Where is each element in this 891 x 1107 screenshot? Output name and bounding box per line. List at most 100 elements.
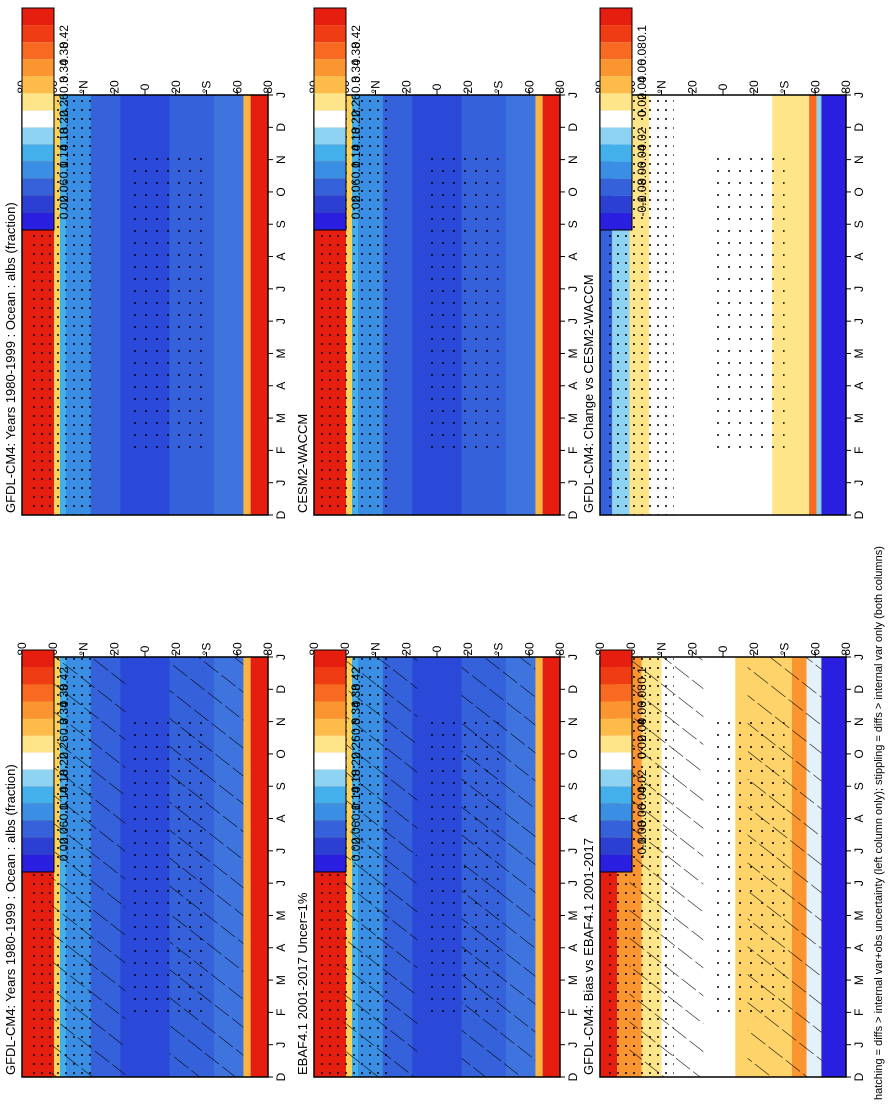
colorbar-tick-label: 0.06 [635, 59, 649, 83]
panels: 80 60 °N 20 0 20 °S 60 80DJFMAMJJASONDJGFDL-CM4:… [3, 7, 866, 1081]
month-tick-label: M [566, 910, 580, 920]
colorbar-tick-label: 0.1 [57, 161, 71, 178]
colorbar-swatch [600, 212, 632, 230]
month-tick-label: J [566, 848, 580, 854]
colorbar-swatch [600, 752, 632, 770]
panel-title: EBAF4.1 2001-2017 Uncer=1% [295, 892, 310, 1075]
lat-tick-label: °N [77, 80, 91, 93]
month-tick-label: D [566, 1072, 580, 1081]
colorbar-swatch [600, 735, 632, 753]
colorbar-swatch [314, 752, 346, 770]
lat-tick-label: 80 [553, 642, 567, 656]
month-tick-label: D [566, 510, 580, 519]
month-tick-label: M [274, 413, 288, 423]
colorbar-swatch [22, 110, 54, 128]
colorbar-swatch [314, 769, 346, 787]
colorbar-tick-label: 0.42 [57, 25, 71, 49]
colorbar-swatch [314, 110, 346, 128]
colorbar-tick-label: 0.3 [57, 718, 71, 735]
colorbar-tick-label: 0.1 [57, 803, 71, 820]
colorbar-tick-label: 0.38 [57, 42, 71, 66]
colorbar-tick-label: 0.06 [57, 820, 71, 844]
month-tick-label: J [852, 1042, 866, 1048]
lat-tick-label: 60 [522, 80, 536, 94]
colorbar-frame [313, 649, 347, 873]
panel-title: GFDL-CM4: Bias vs EBAF4.1 2001-2017 [581, 838, 596, 1075]
colorbar-swatch [600, 178, 632, 196]
colorbar-swatch [314, 718, 346, 736]
colorbar-swatch [600, 144, 632, 162]
month-tick-label: D [852, 1072, 866, 1081]
colorbar-swatch [314, 59, 346, 77]
colorbar-frame [599, 649, 633, 873]
panel-4: 80 60 °N 20 0 20 °S 60 80DJFMAMJJASONDJGFDL-CM4:… [581, 642, 866, 1081]
panel-title: CESM2-WACCM [295, 414, 310, 513]
colorbar-tick-label: -0.1 [635, 196, 649, 217]
month-tick-label: A [274, 815, 288, 823]
lat-tick-label: 60 [230, 80, 244, 94]
month-tick-label: S [274, 220, 288, 228]
month-tick-label: J [274, 1042, 288, 1048]
lat-tick-label: 20 [399, 642, 413, 656]
colorbar-tick-label: 0.3 [349, 718, 363, 735]
colorbar-tick-label: 0.04 [635, 718, 649, 742]
month-tick-label: O [274, 749, 288, 758]
month-tick-label: O [852, 749, 866, 758]
colorbar-swatch [600, 854, 632, 872]
month-tick-label: M [274, 910, 288, 920]
lat-tick-label: 20 [107, 80, 121, 94]
colorbar-swatch [22, 650, 54, 668]
colorbar-swatch [22, 76, 54, 94]
colorbar-tick-label: 0.02 [57, 838, 71, 862]
month-tick-label: M [566, 975, 580, 985]
lat-tick-label: 20 [399, 80, 413, 94]
month-tick-label: J [566, 880, 580, 886]
panel-3: 8060°N20020°S6080DJFMAMJJASONDJCESM2-WAC… [295, 7, 580, 519]
colorbar-swatch [600, 803, 632, 821]
band-9 [250, 95, 268, 515]
colorbar-swatch [314, 144, 346, 162]
panel-title: GFDL-CM4: Change vs CESM2-WACCM [581, 274, 596, 513]
colorbar-tick-label: 0.3 [57, 76, 71, 93]
colorbar-swatch [314, 212, 346, 230]
colorbar-tick-label: 0.26 [57, 735, 71, 759]
colorbar-tick-label: 0.42 [349, 25, 363, 49]
colorbar-tick-label: 0.34 [349, 59, 363, 83]
colorbar-swatch [22, 684, 54, 702]
colorbar-swatch [314, 786, 346, 804]
colorbar-swatch [22, 93, 54, 111]
month-tick-label: A [566, 382, 580, 390]
colorbar-tick-label: 0.02 [635, 93, 649, 117]
stippling-mid [710, 158, 785, 452]
colorbar-tick-label: 0.08 [635, 684, 649, 708]
month-tick-label: N [274, 717, 288, 726]
lat-tick-label: 80 [261, 80, 275, 94]
month-tick-label: D [274, 510, 288, 519]
month-tick-label: F [274, 447, 288, 454]
lat-tick-label: 60 [230, 642, 244, 656]
colorbar-tick-label: -0.1 [635, 838, 649, 859]
month-tick-label: N [566, 155, 580, 164]
colorbar-tick-label: 0.02 [349, 196, 363, 220]
colorbar-tick-label: 0.14 [349, 144, 363, 168]
band-7 [505, 95, 536, 515]
band-8 [535, 657, 543, 1077]
colorbar-tick-label: 0.1 [349, 803, 363, 820]
colorbar-swatch [600, 76, 632, 94]
month-tick-label: D [852, 510, 866, 519]
lat-tick-label: 20 [461, 642, 475, 656]
colorbar-tick-label: 0.1 [349, 161, 363, 178]
colorbar-tick-label: 0.22 [349, 752, 363, 776]
colorbar-swatch [22, 837, 54, 855]
band-9 [542, 657, 560, 1077]
lat-tick-label: °S [200, 643, 214, 656]
band-7 [821, 657, 846, 1077]
colorbar-tick-label: -0.08 [635, 178, 649, 206]
month-tick-label: A [852, 253, 866, 261]
band-8 [243, 657, 251, 1077]
colorbar-tick-label: 0.42 [349, 667, 363, 691]
lat-tick-label: 20 [747, 80, 761, 94]
band-9 [250, 657, 268, 1077]
colorbar: 0.420.380.340.30.260.220.180.140.10.060.… [21, 649, 71, 873]
